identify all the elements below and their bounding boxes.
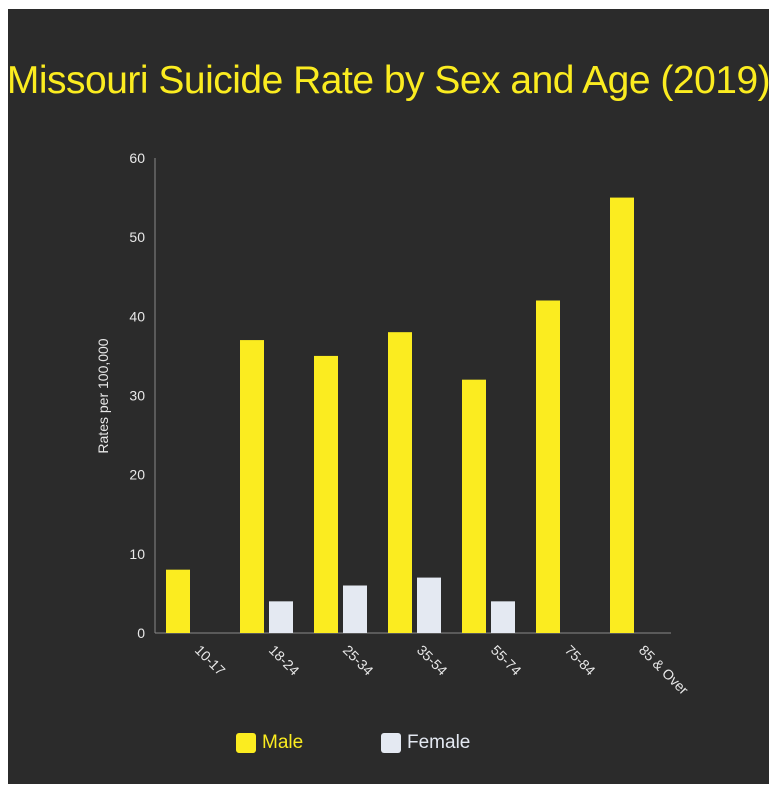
x-tick-label: 10-17 [192, 642, 229, 679]
y-tick-label: 40 [129, 308, 145, 324]
x-axis: 10-17 18-24 25-34 35-54 55-74 75-84 85 & Over [155, 632, 692, 698]
bar-male-55-74[interactable] [462, 379, 486, 633]
bar-female-35-54[interactable] [417, 577, 441, 633]
bar-male-35-54[interactable] [388, 332, 412, 633]
y-tick-label: 60 [129, 150, 145, 166]
legend-swatch-male [236, 733, 256, 753]
x-tick-label: 85 & Over [636, 642, 692, 698]
x-tick-label: 75-84 [562, 642, 599, 679]
bar-male-18-24[interactable] [240, 340, 264, 633]
legend-item-male[interactable]: Male [236, 728, 303, 758]
bars [166, 197, 634, 634]
bar-female-25-34[interactable] [343, 585, 367, 634]
x-tick-label: 18-24 [266, 642, 303, 679]
y-tick-label: 30 [129, 388, 145, 404]
y-tick-label: 10 [129, 546, 145, 562]
y-tick-label: 20 [129, 467, 145, 483]
legend-label-male: Male [262, 732, 304, 753]
bar-female-18-24[interactable] [269, 601, 293, 633]
x-tick-label: 55-74 [488, 642, 525, 679]
bar-male-10-17[interactable] [166, 569, 190, 633]
legend-swatch-female [381, 733, 401, 753]
bar-female-55-74[interactable] [491, 601, 515, 633]
y-tick-label: 50 [129, 229, 145, 245]
y-tick-label: 0 [137, 625, 145, 641]
x-tick-label: 35-54 [414, 642, 451, 679]
chart-title: Missouri Suicide Rate by Sex and Age (20… [6, 59, 771, 102]
legend: Male Female [0, 728, 777, 758]
bar-male-25-34[interactable] [314, 355, 338, 633]
legend-item-female[interactable]: Female [381, 728, 470, 758]
bar-male-75-84[interactable] [536, 300, 560, 634]
y-axis: 0 10 20 30 40 50 60 [129, 150, 156, 641]
bar-male-85-over[interactable] [610, 197, 634, 634]
y-axis-title: Rates per 100,000 [95, 338, 111, 453]
legend-label-female: Female [407, 732, 471, 753]
x-tick-label: 25-34 [340, 642, 377, 679]
